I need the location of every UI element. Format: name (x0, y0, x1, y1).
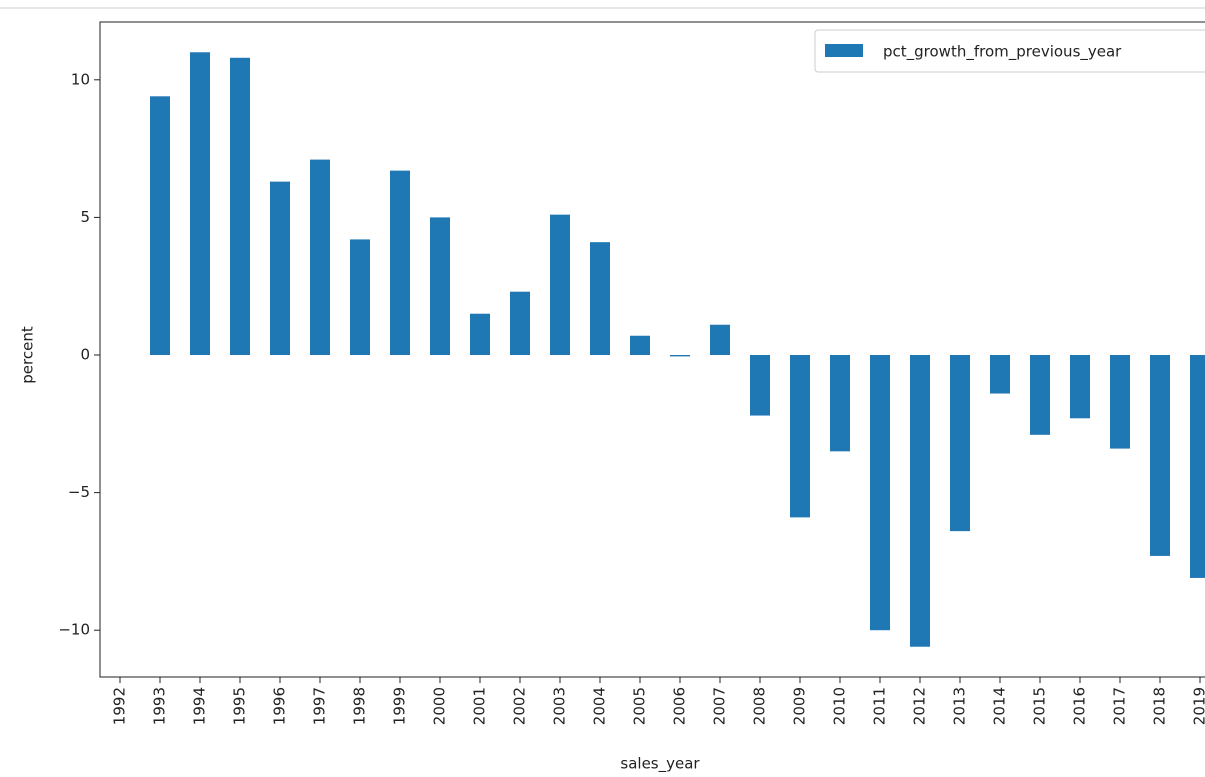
x-tick-label: 2016 (1071, 687, 1089, 725)
legend-swatch (825, 44, 863, 57)
bar (670, 355, 690, 357)
x-tick-label: 1999 (391, 687, 409, 725)
x-tick-label: 1996 (271, 687, 289, 725)
x-tick-label: 1998 (351, 687, 369, 725)
y-axis-label: percent (19, 326, 37, 384)
plot-frame (99, 21, 1205, 678)
x-tick-label: 2018 (1151, 687, 1169, 725)
x-tick-label: 1997 (311, 687, 329, 725)
bar (1030, 355, 1050, 435)
x-tick-label: 2011 (871, 687, 889, 725)
bar (1110, 355, 1130, 449)
x-tick-label: 2001 (471, 687, 489, 725)
bar (350, 239, 370, 356)
legend-label: pct_growth_from_previous_year (883, 43, 1122, 62)
bar (190, 52, 210, 356)
x-tick-label: 2006 (671, 687, 689, 725)
y-tick-label: 0 (80, 346, 90, 364)
bar (990, 355, 1010, 394)
x-tick-label: 2004 (591, 687, 609, 725)
x-tick-label: 2013 (951, 687, 969, 725)
bar (870, 355, 890, 631)
bar (1150, 355, 1170, 556)
bar (1070, 355, 1090, 419)
bar (590, 242, 610, 356)
x-tick-label: 2010 (831, 687, 849, 725)
bar (550, 214, 570, 356)
y-tick-label: −10 (58, 621, 90, 639)
bar (430, 217, 450, 356)
x-tick-label: 2005 (631, 687, 649, 725)
x-tick-label: 2007 (711, 687, 729, 725)
legend-box (814, 29, 1205, 73)
bar (270, 181, 290, 356)
x-tick-label: 2002 (511, 687, 529, 725)
x-tick-label: 2000 (431, 687, 449, 725)
bar (630, 335, 650, 356)
bar (1190, 355, 1205, 578)
y-tick-label: −5 (68, 483, 90, 501)
x-tick-label: 1992 (111, 687, 129, 725)
bar (390, 170, 410, 356)
x-tick-label: 2003 (551, 687, 569, 725)
y-tick-label: 10 (71, 70, 90, 88)
x-tick-label: 2014 (991, 687, 1009, 725)
bar (470, 313, 490, 356)
x-tick-label: 2008 (751, 687, 769, 725)
bar (710, 324, 730, 356)
bar (310, 159, 330, 356)
bar (230, 57, 250, 356)
x-tick-label: 2019 (1191, 687, 1205, 725)
x-axis-label: sales_year (620, 755, 700, 774)
bar (790, 355, 810, 518)
y-tick-label: 5 (80, 208, 90, 226)
x-tick-label: 1994 (191, 687, 209, 725)
bar (750, 355, 770, 416)
bar (830, 355, 850, 452)
x-tick-label: 2017 (1111, 687, 1129, 725)
x-tick-label: 1995 (231, 687, 249, 725)
bar (910, 355, 930, 647)
x-tick-label: 2009 (791, 687, 809, 725)
x-tick-label: 1993 (151, 687, 169, 725)
bar (950, 355, 970, 532)
x-tick-label: 2012 (911, 687, 929, 725)
bar (150, 96, 170, 356)
bar (510, 291, 530, 356)
x-tick-label: 2015 (1031, 687, 1049, 725)
